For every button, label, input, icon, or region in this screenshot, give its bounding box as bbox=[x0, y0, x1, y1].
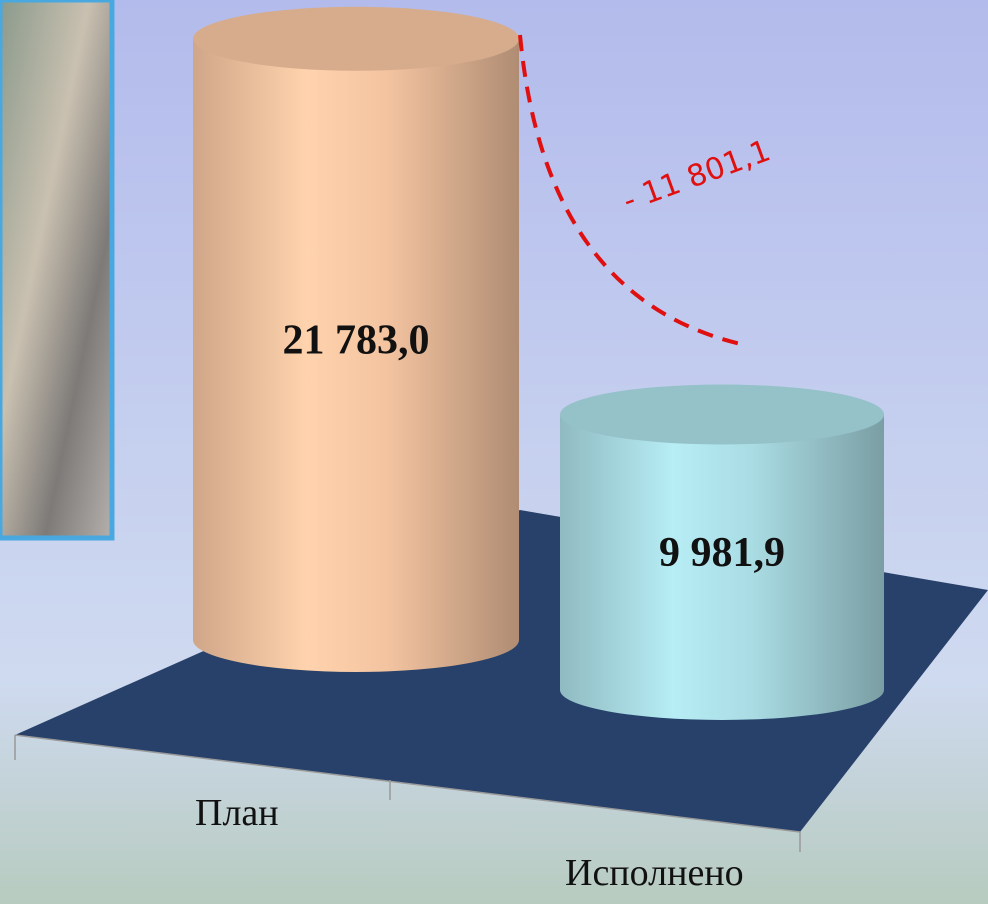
value-label: 21 783,0 bbox=[283, 317, 430, 363]
floor-ticks bbox=[14, 734, 801, 852]
cylinder-top bbox=[560, 384, 884, 445]
money-photo bbox=[0, 0, 115, 541]
value-label: 9 981,9 bbox=[659, 530, 785, 576]
cylinder-bar bbox=[560, 384, 884, 720]
cylinder-body bbox=[560, 414, 884, 720]
cylinder-body bbox=[193, 38, 519, 672]
axis-line bbox=[14, 734, 801, 833]
category-label: Исполнено bbox=[565, 852, 744, 894]
difference-arc bbox=[518, 34, 746, 347]
category-label: План bbox=[195, 792, 279, 834]
cylinder-bar bbox=[193, 6, 519, 672]
cylinder-top bbox=[193, 6, 519, 71]
